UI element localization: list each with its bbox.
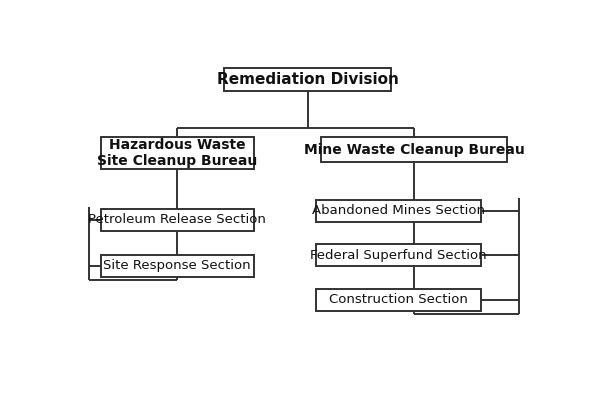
- FancyBboxPatch shape: [322, 137, 508, 162]
- FancyBboxPatch shape: [101, 209, 254, 231]
- FancyBboxPatch shape: [316, 200, 481, 222]
- Text: Petroleum Release Section: Petroleum Release Section: [88, 213, 266, 226]
- FancyBboxPatch shape: [101, 137, 254, 169]
- Text: Abandoned Mines Section: Abandoned Mines Section: [311, 204, 485, 217]
- FancyBboxPatch shape: [101, 255, 254, 276]
- Text: Federal Superfund Section: Federal Superfund Section: [310, 249, 487, 262]
- Text: Site Response Section: Site Response Section: [103, 259, 251, 272]
- FancyBboxPatch shape: [316, 244, 481, 267]
- FancyBboxPatch shape: [224, 68, 391, 91]
- Text: Mine Waste Cleanup Bureau: Mine Waste Cleanup Bureau: [304, 143, 525, 157]
- Text: Construction Section: Construction Section: [329, 293, 467, 307]
- Text: Remediation Division: Remediation Division: [217, 72, 398, 87]
- FancyBboxPatch shape: [316, 289, 481, 311]
- Text: Hazardous Waste
Site Cleanup Bureau: Hazardous Waste Site Cleanup Bureau: [97, 138, 257, 168]
